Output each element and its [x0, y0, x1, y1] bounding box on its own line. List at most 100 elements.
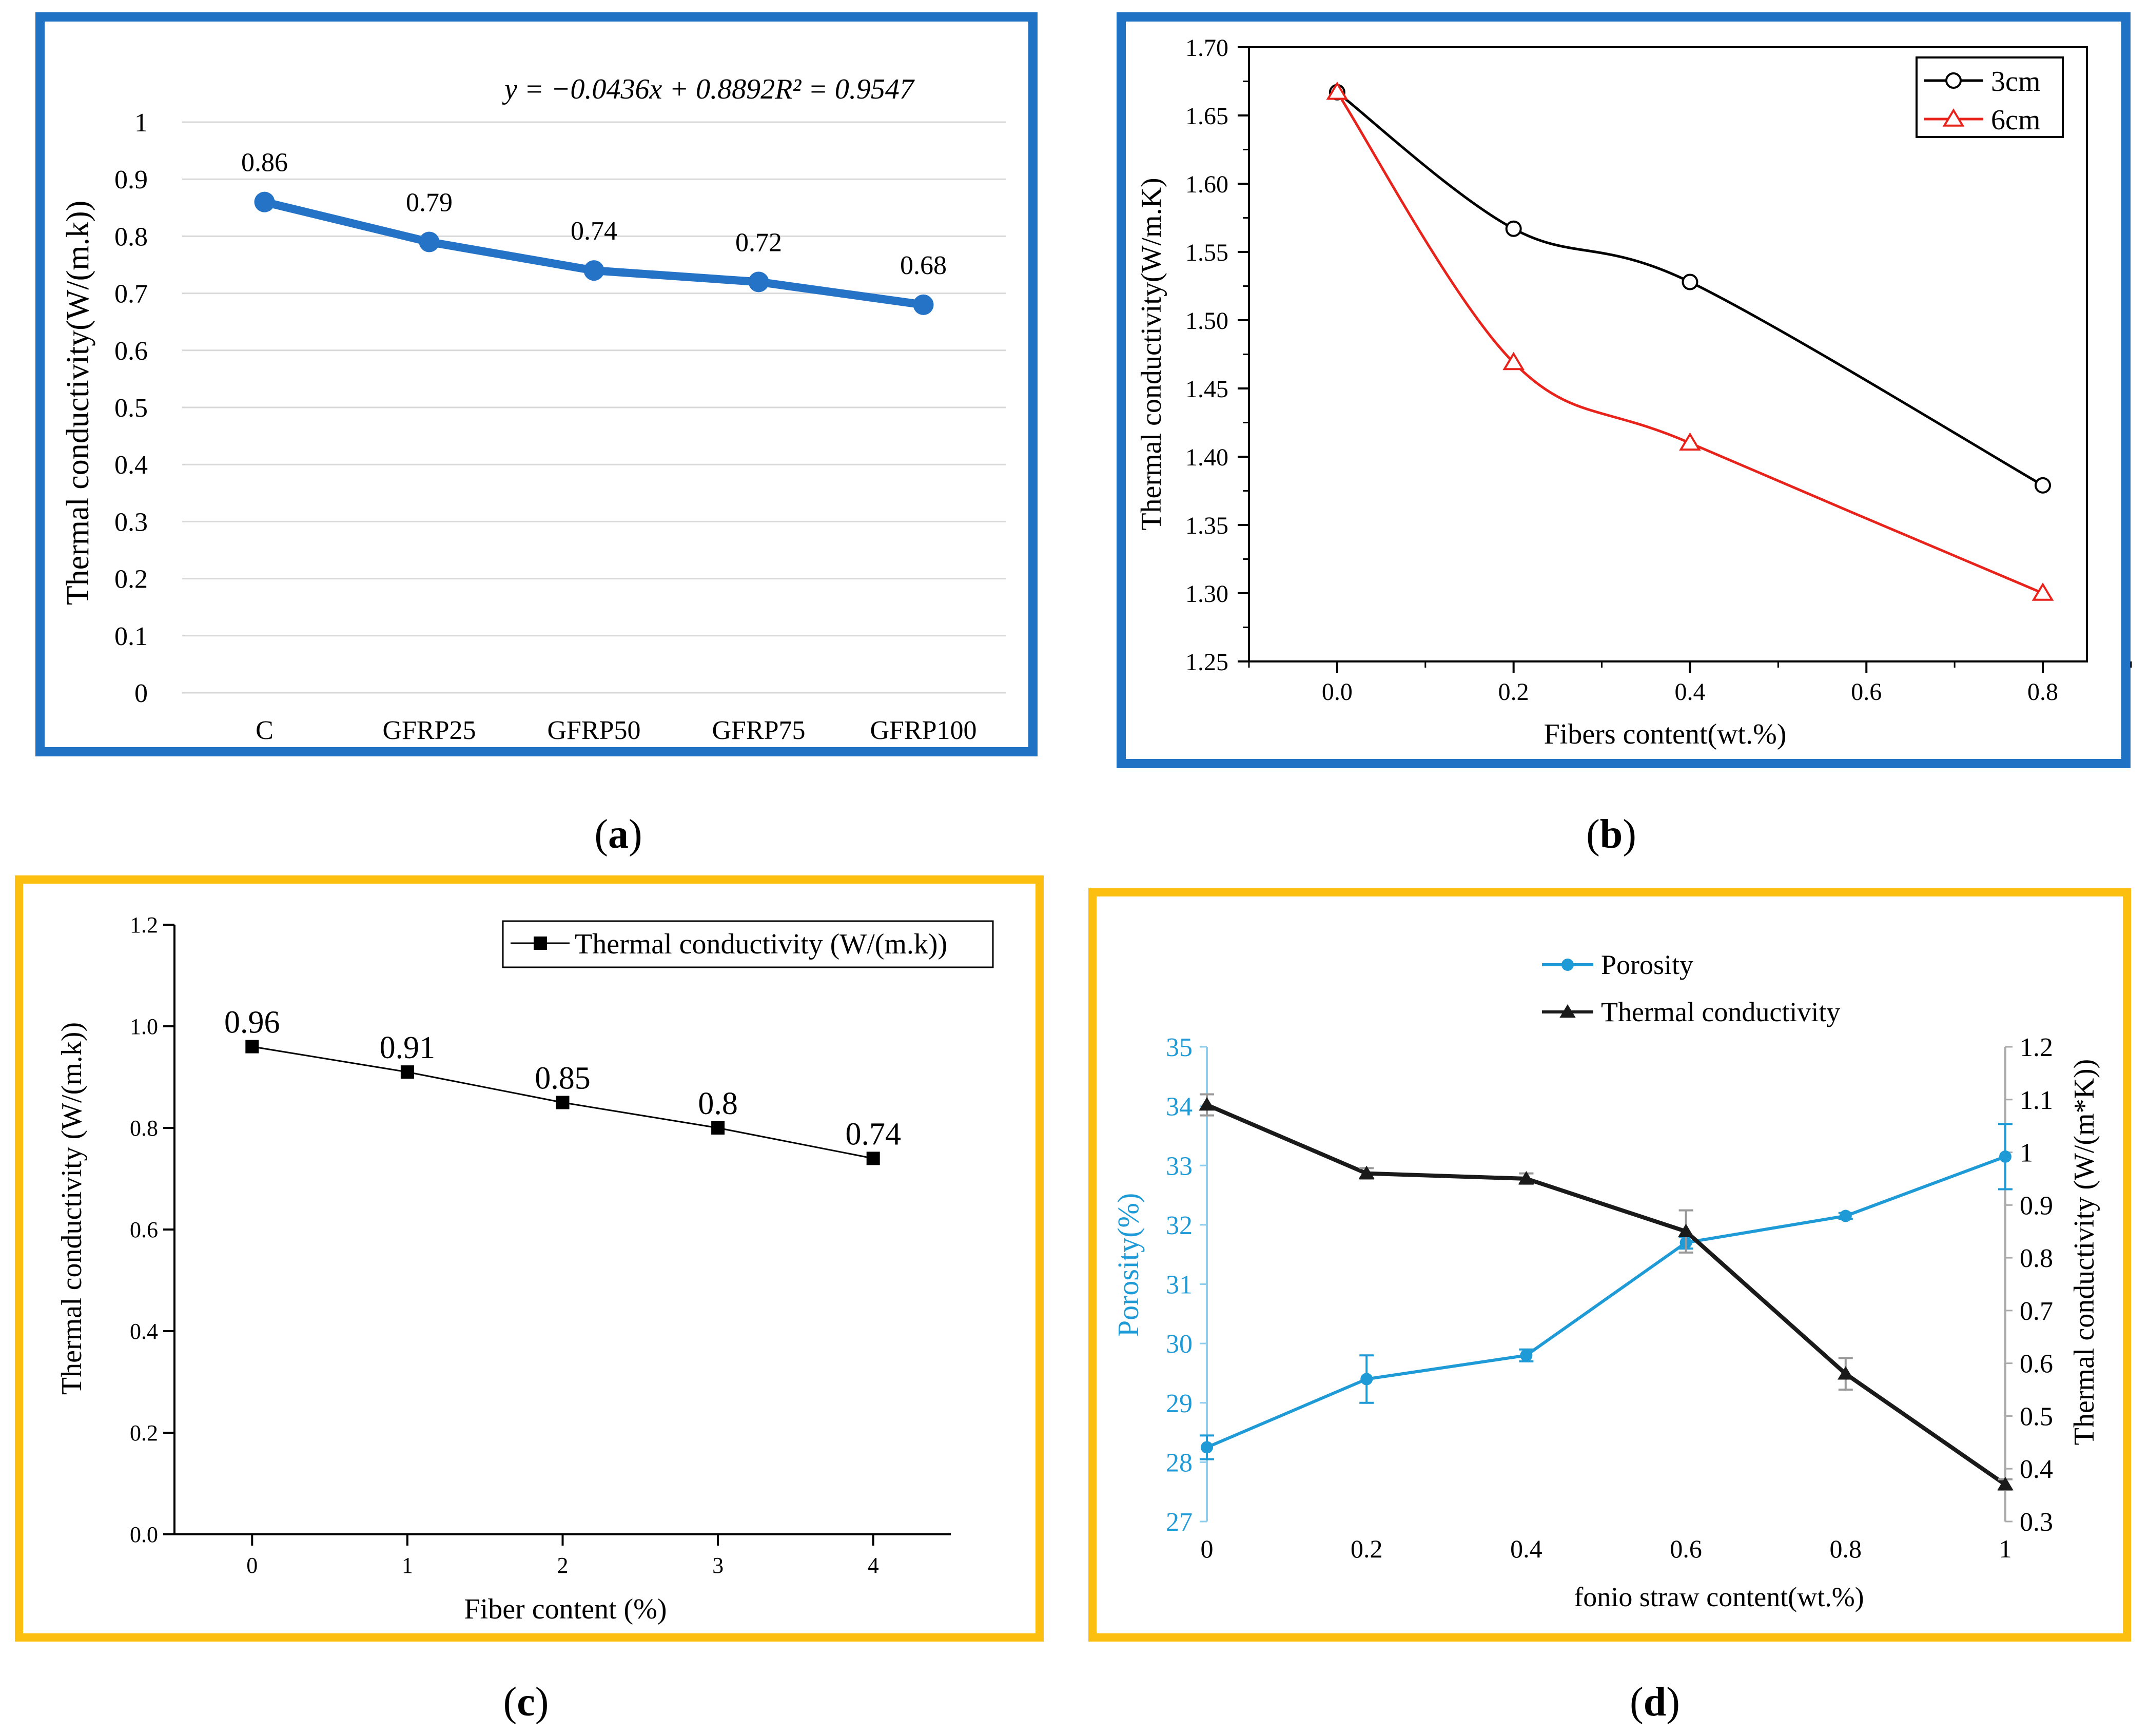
- panel-b-y-tick-labels: 1.25 1.30 1.35 1.40 1.45 1.50 1.55 1.60 1.65 1.70: [1185, 34, 1228, 676]
- b-y-tick-label: 1.40: [1185, 444, 1228, 471]
- c-y-tick-label: 0.0: [130, 1522, 158, 1547]
- c-y-tick-label: 1.0: [130, 1014, 158, 1039]
- a-data-label: 0.72: [735, 228, 782, 257]
- b-marker-circle: [2035, 477, 2052, 494]
- a-y-tick-label: 0.5: [114, 394, 148, 423]
- caption-b: (b): [1586, 812, 1636, 857]
- a-x-tick-label: GFRP50: [547, 716, 640, 745]
- c-data-label: 0.8: [698, 1086, 738, 1121]
- d-left-tick-label: 33: [1166, 1152, 1193, 1181]
- a-y-tick-label: 0.8: [114, 222, 148, 251]
- d-x-tick-label: 0.4: [1510, 1534, 1542, 1563]
- b-marker-triangle: [1502, 352, 1525, 370]
- panel-d-frame: [1088, 888, 2131, 1642]
- panel-d: 27 28 29 30 31 32 33 34 35 0.3 0.4 0.5 0.6 0.7 0.8 0.9…: [1088, 888, 2131, 1642]
- b-x-tick-label: 0.0: [1322, 678, 1353, 706]
- panel-a-frame: [35, 12, 1038, 756]
- a-y-tick-label: 0.3: [114, 508, 148, 537]
- panel-c-y-tick-labels: 0.0 0.2 0.4 0.6 0.8 1.0 1.2: [130, 912, 158, 1547]
- d-marker-circle: [1520, 1349, 1533, 1362]
- b-legend-label: 3cm: [1991, 66, 2040, 97]
- panel-b-y-axis-label: Thermal conductivity(W/m.K): [1136, 178, 1167, 530]
- a-data-label: 0.74: [571, 217, 617, 246]
- c-marker-square: [711, 1121, 725, 1135]
- b-y-tick-label: 1.60: [1185, 171, 1228, 198]
- d-marker-triangle: [1518, 1171, 1535, 1185]
- panel-a-equation: y = −0.0436x + 0.8892R² = 0.9547: [502, 73, 915, 105]
- b-legend-label: 6cm: [1991, 104, 2040, 136]
- a-x-tick-label: GFRP25: [382, 716, 476, 745]
- panel-c-axes: [163, 924, 951, 1546]
- b-y-tick-label: 1.55: [1185, 239, 1228, 266]
- c-x-tick-label: 0: [246, 1553, 258, 1578]
- c-x-tick-label: 2: [557, 1553, 569, 1578]
- b-marker-circle: [1682, 274, 1698, 290]
- d-right-tick-label: 0.7: [2020, 1297, 2053, 1326]
- a-x-tick-label: GFRP75: [712, 716, 805, 745]
- c-marker-square: [866, 1152, 880, 1165]
- caption-c-letter: c: [517, 1680, 535, 1725]
- panel-d-right-axis-label: Thermal conductivity (W/(m*K)): [2068, 1059, 2100, 1446]
- panel-c-frame: [15, 875, 1044, 1642]
- panel-b-series: [1326, 81, 2054, 601]
- panel-a-gridlines: [182, 121, 1006, 694]
- panel-a-y-axis-label: Thermal conductivity(W/(m.k)): [61, 201, 95, 606]
- caption-d-close: ): [1666, 1680, 1680, 1725]
- c-legend-box: [502, 920, 994, 968]
- c-data-label: 0.74: [845, 1117, 901, 1152]
- c-marker-square: [556, 1096, 570, 1109]
- d-right-tick-label: 0.9: [2020, 1191, 2053, 1220]
- caption-c-close: ): [535, 1680, 549, 1725]
- d-legend-marker: [1561, 959, 1574, 971]
- panel-c: 0.0 0.2 0.4 0.6 0.8 1.0 1.2 0 1 2 3 4 Fiber conten…: [15, 875, 1044, 1642]
- a-x-tick-label: GFRP100: [870, 716, 976, 745]
- panel-b-ticks: [1238, 46, 2132, 673]
- d-right-tick-label: 1.2: [2020, 1033, 2053, 1062]
- panel-b: 1.25 1.30 1.35 1.40 1.45 1.50 1.55 1.60 1.65 1.70…: [1117, 12, 2132, 768]
- d-marker-triangle: [1199, 1097, 1215, 1111]
- d-marker-circle: [1360, 1373, 1373, 1386]
- d-right-tick-label: 0.3: [2020, 1508, 2053, 1537]
- d-right-tick-label: 1.1: [2020, 1086, 2053, 1115]
- caption-a-close: ): [629, 812, 642, 857]
- c-y-tick-label: 0.6: [130, 1217, 158, 1242]
- c-marker-square: [245, 1040, 259, 1054]
- caption-a-open: (: [594, 812, 608, 857]
- b-marker-triangle: [1326, 81, 1349, 100]
- d-right-tick-label: 0.4: [2020, 1455, 2053, 1484]
- c-legend-label: Thermal conductivity (W/(m.k)): [575, 928, 947, 960]
- panel-a-x-tick-labels: C GFRP25 GFRP50 GFRP75 GFRP100: [256, 716, 976, 745]
- b-y-tick-label: 1.25: [1185, 649, 1228, 676]
- caption-a: (a): [594, 812, 642, 857]
- caption-d-open: (: [1630, 1680, 1644, 1725]
- panel-a: 0 0.1 0.2 0.3 0.4 0.5 0.6 0.7 0.8 0.9 1 C GFRP25 GFR…: [35, 12, 1038, 756]
- a-data-label: 0.86: [241, 148, 288, 178]
- b-x-tick-label: 0.2: [1498, 678, 1529, 706]
- a-y-tick-label: 0.6: [114, 337, 148, 366]
- a-data-point: [583, 260, 604, 281]
- d-left-tick-label: 32: [1166, 1211, 1193, 1240]
- b-y-tick-label: 1.35: [1185, 512, 1228, 539]
- panel-d-x-axis-label: fonio straw content(wt.%): [1574, 1582, 1864, 1612]
- caption-b-close: ): [1623, 812, 1636, 857]
- caption-b-open: (: [1586, 812, 1600, 857]
- d-legend-label: Thermal conductivity: [1601, 997, 1840, 1027]
- a-data-label: 0.79: [406, 188, 453, 218]
- d-left-tick-label: 29: [1166, 1389, 1193, 1418]
- panel-a-series: [254, 191, 934, 315]
- panel-b-frame: [1117, 12, 2131, 768]
- d-marker-triangle: [1677, 1223, 1694, 1237]
- a-y-tick-label: 0.7: [114, 280, 148, 309]
- panel-c-x-tick-labels: 0 1 2 3 4: [246, 1553, 878, 1578]
- d-left-tick-label: 34: [1166, 1093, 1193, 1122]
- d-marker-triangle: [1997, 1477, 2014, 1491]
- d-left-tick-label: 35: [1166, 1033, 1193, 1062]
- panel-d-right-tick-labels: 0.3 0.4 0.5 0.6 0.7 0.8 0.9 1 1.1 1.2: [2020, 1033, 2053, 1537]
- a-data-point: [748, 271, 769, 292]
- panel-b-x-axis-label: Fibers content(wt.%): [1544, 718, 1787, 750]
- caption-c-open: (: [503, 1680, 517, 1725]
- caption-b-letter: b: [1600, 812, 1623, 857]
- b-x-tick-label: 0.6: [1851, 678, 1882, 706]
- panel-c-y-axis-label: Thermal conductivity (W/(m.k)): [56, 1022, 88, 1395]
